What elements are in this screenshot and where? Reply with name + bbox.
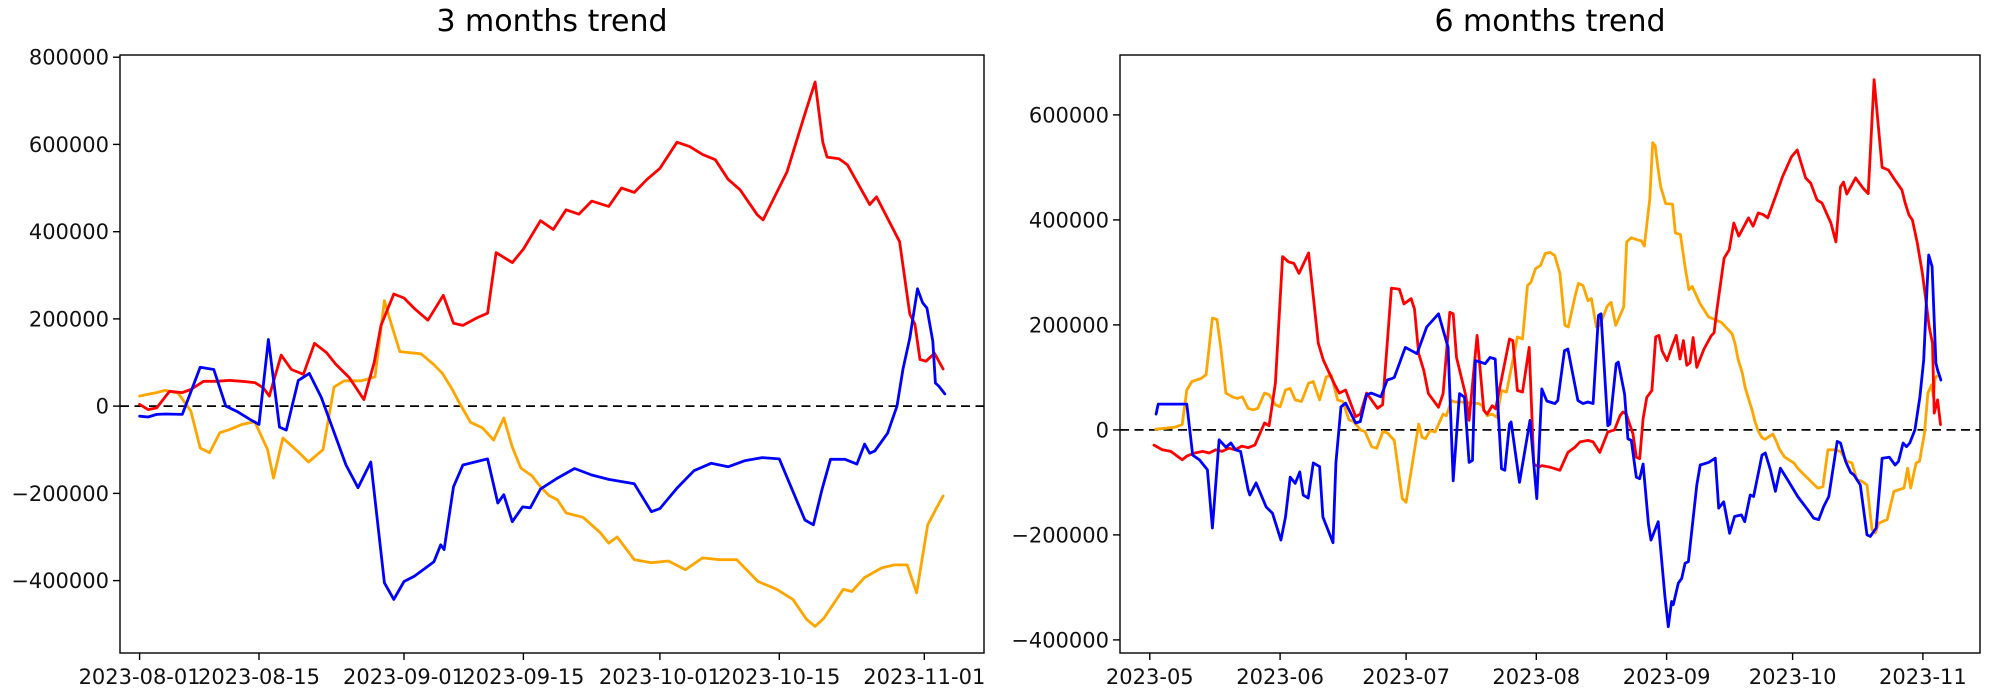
x-tick-label: 2023-10-01 — [599, 665, 721, 689]
x-tick-label: 2023-11-01 — [863, 665, 985, 689]
x-tick-label: 2023-07 — [1362, 665, 1450, 689]
x-tick-label: 2023-10-15 — [718, 665, 840, 689]
y-tick-label: 800000 — [29, 46, 109, 70]
y-tick-label: −200000 — [1011, 523, 1109, 547]
blue-line — [138, 287, 947, 601]
y-tick-label: −400000 — [11, 569, 109, 593]
y-tick-label: −200000 — [11, 482, 109, 506]
y-tick-label: 0 — [1096, 418, 1109, 442]
orange-line — [138, 299, 945, 628]
x-tick-label: 2023-10 — [1749, 665, 1837, 689]
y-tick-label: 200000 — [29, 307, 109, 331]
chart-title-6-months: 6 months trend — [1434, 4, 1666, 39]
x-tick-label: 2023-11 — [1879, 665, 1967, 689]
x-tick-label: 2023-09 — [1623, 665, 1711, 689]
y-tick-label: 600000 — [1029, 103, 1109, 127]
y-tick-label: 400000 — [1029, 208, 1109, 232]
x-tick-label: 2023-08 — [1492, 665, 1580, 689]
axes-spines — [119, 54, 985, 654]
x-tick-label: 2023-06 — [1236, 665, 1324, 689]
x-tick-label: 2023-08-15 — [198, 665, 320, 689]
orange-line — [1154, 141, 1939, 535]
axes-spines — [1119, 54, 1981, 654]
red-line — [1152, 78, 1942, 472]
x-tick-label: 2023-08-01 — [79, 665, 201, 689]
y-tick-label: 600000 — [29, 133, 109, 157]
y-tick-label: −400000 — [1011, 628, 1109, 652]
chart-title-3-months: 3 months trend — [436, 4, 668, 39]
x-tick-label: 2023-05 — [1106, 665, 1194, 689]
blue-line — [1154, 253, 1943, 629]
y-tick-label: 200000 — [1029, 313, 1109, 337]
y-tick-label: 400000 — [29, 220, 109, 244]
x-tick-label: 2023-09-01 — [343, 665, 465, 689]
x-tick-label: 2023-09-15 — [462, 665, 584, 689]
y-tick-label: 0 — [96, 395, 109, 419]
red-line — [138, 80, 945, 412]
